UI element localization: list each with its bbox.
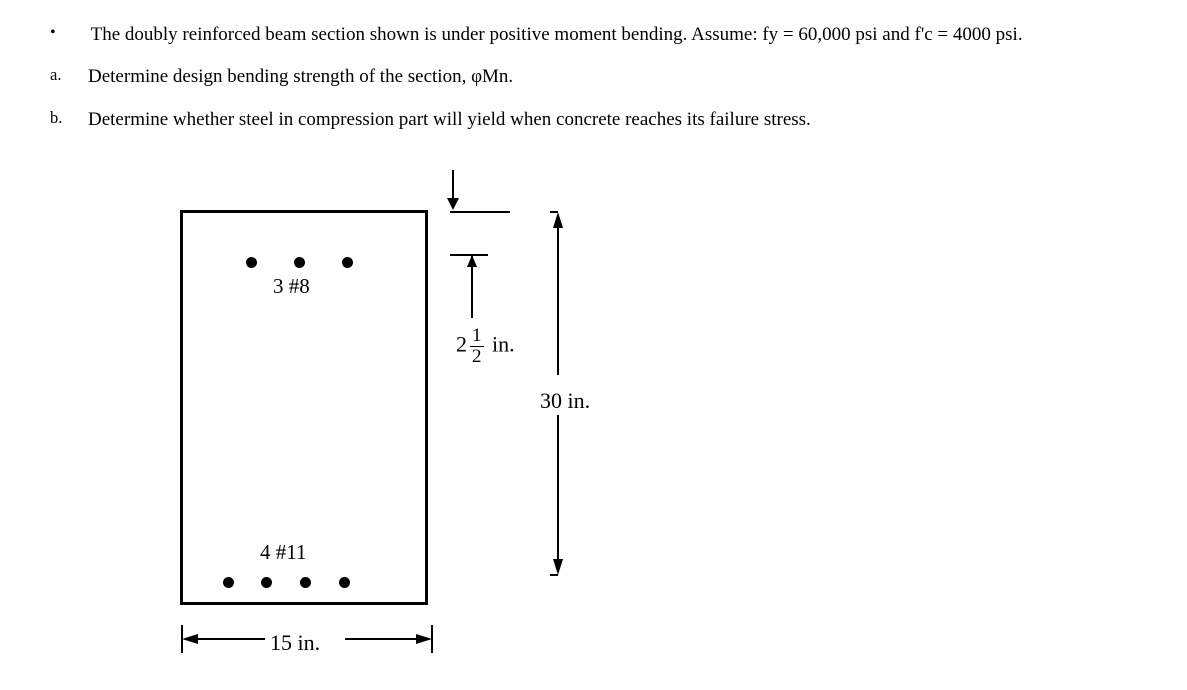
d-prime-label: 212 in. <box>456 326 515 367</box>
d-prime-fraction: 12 <box>470 326 484 367</box>
top-bars-label: 3 #8 <box>273 270 310 304</box>
dimension-d-prime <box>450 210 510 340</box>
bar-dot-icon <box>261 577 272 588</box>
part-b-text: Determine whether steel in compression p… <box>88 105 1137 135</box>
part-a-text: Determine design bending strength of the… <box>88 62 1137 92</box>
problem-intro-text: The doubly reinforced beam section shown… <box>91 20 1137 50</box>
d-prime-denominator: 2 <box>470 347 484 367</box>
beam-diagram: 3 #8 4 #11 212 in. <box>150 160 770 670</box>
d-prime-numerator: 1 <box>470 326 484 347</box>
part-b-label: b. <box>50 105 70 131</box>
bottom-reinforcement-bars <box>211 568 361 598</box>
d-prime-unit: in. <box>492 332 515 357</box>
width-label: 15 in. <box>270 625 320 660</box>
bar-dot-icon <box>339 577 350 588</box>
d-label: 30 in. <box>540 383 590 418</box>
problem-part-b-row: b. Determine whether steel in compressio… <box>50 105 1137 135</box>
d-prime-whole: 2 <box>456 332 467 357</box>
bar-dot-icon <box>294 257 305 268</box>
problem-part-a-row: a. Determine design bending strength of … <box>50 62 1137 92</box>
bullet-icon: • <box>50 20 56 46</box>
part-a-label: a. <box>50 62 70 88</box>
bar-dot-icon <box>300 577 311 588</box>
bar-dot-icon <box>246 257 257 268</box>
bottom-bars-label: 4 #11 <box>260 536 306 570</box>
problem-intro-row: • The doubly reinforced beam section sho… <box>50 20 1137 50</box>
bar-dot-icon <box>342 257 353 268</box>
bar-dot-icon <box>223 577 234 588</box>
